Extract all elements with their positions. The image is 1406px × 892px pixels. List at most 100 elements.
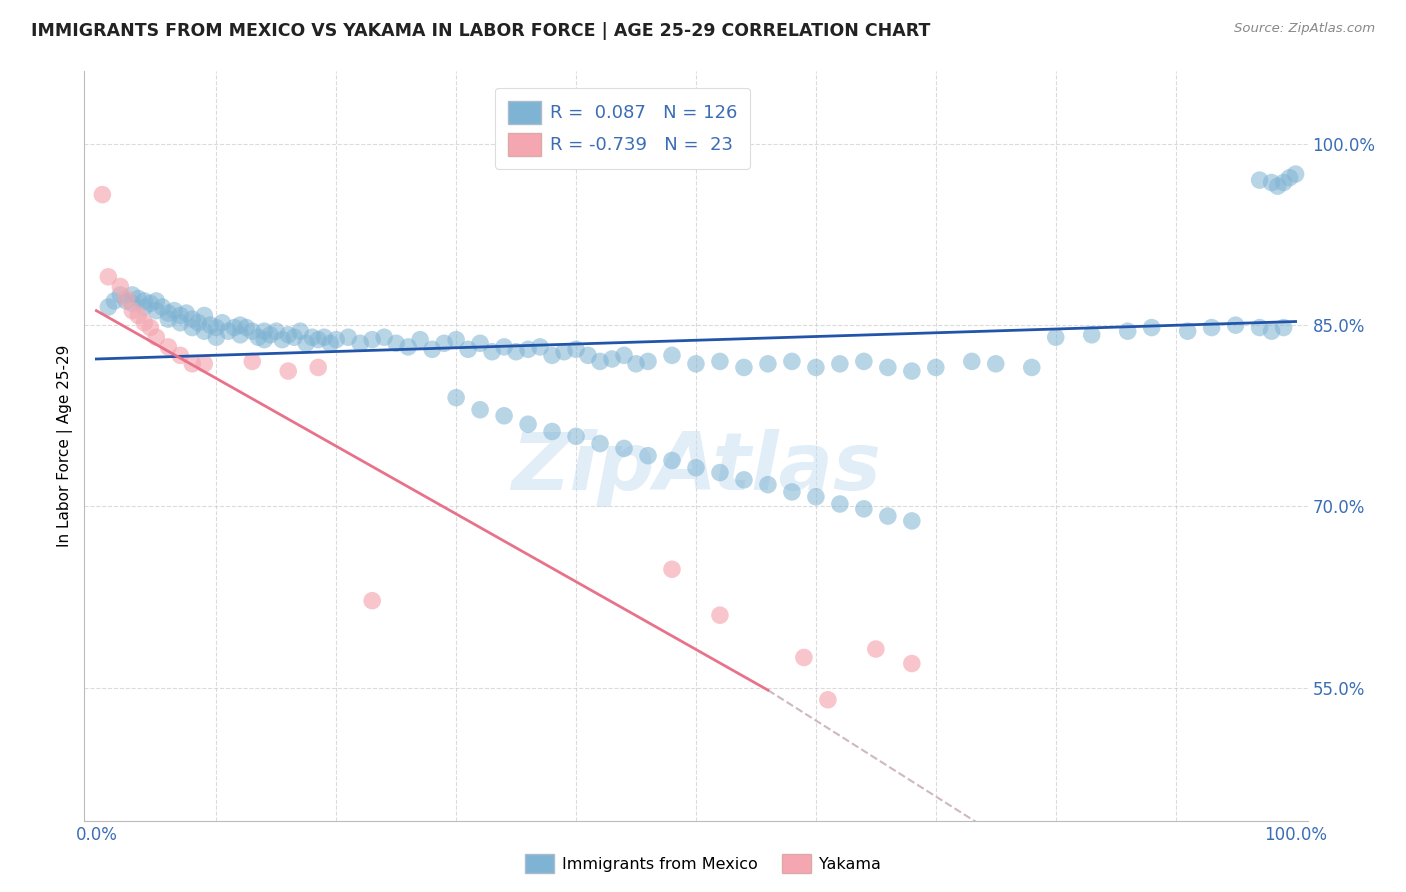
- Point: [121, 303, 143, 318]
- Point: [804, 360, 827, 375]
- Point: [264, 324, 287, 338]
- Point: [295, 336, 318, 351]
- Point: [828, 357, 851, 371]
- Point: [709, 608, 731, 623]
- Point: [181, 357, 204, 371]
- Point: [145, 330, 167, 344]
- Point: [1278, 170, 1301, 185]
- Point: [661, 453, 683, 467]
- Point: [103, 293, 125, 308]
- Point: [385, 336, 408, 351]
- Point: [200, 318, 222, 333]
- Point: [277, 364, 299, 378]
- Point: [444, 333, 467, 347]
- Point: [600, 351, 623, 366]
- Point: [240, 354, 263, 368]
- Point: [181, 320, 204, 334]
- Point: [409, 333, 432, 347]
- Point: [901, 657, 924, 671]
- Point: [1249, 320, 1271, 334]
- Point: [852, 354, 875, 368]
- Point: [271, 333, 294, 347]
- Point: [253, 333, 276, 347]
- Point: [901, 364, 924, 378]
- Point: [157, 340, 180, 354]
- Point: [337, 330, 360, 344]
- Legend: Immigrants from Mexico, Yakama: Immigrants from Mexico, Yakama: [519, 847, 887, 880]
- Point: [468, 336, 491, 351]
- Point: [150, 300, 173, 314]
- Point: [661, 348, 683, 362]
- Point: [709, 354, 731, 368]
- Point: [1260, 324, 1282, 338]
- Point: [1284, 167, 1306, 181]
- Point: [852, 501, 875, 516]
- Point: [193, 309, 215, 323]
- Point: [181, 312, 204, 326]
- Point: [1249, 173, 1271, 187]
- Point: [361, 333, 384, 347]
- Point: [494, 340, 516, 354]
- Point: [613, 348, 636, 362]
- Point: [211, 316, 233, 330]
- Point: [115, 292, 138, 306]
- Point: [589, 436, 612, 450]
- Point: [1080, 327, 1102, 342]
- Point: [187, 316, 209, 330]
- Point: [1272, 176, 1295, 190]
- Point: [804, 490, 827, 504]
- Point: [163, 303, 186, 318]
- Point: [661, 562, 683, 576]
- Point: [134, 293, 156, 308]
- Point: [314, 330, 336, 344]
- Point: [1116, 324, 1139, 338]
- Point: [301, 330, 323, 344]
- Point: [121, 288, 143, 302]
- Point: [307, 333, 329, 347]
- Point: [433, 336, 456, 351]
- Point: [145, 293, 167, 308]
- Point: [901, 514, 924, 528]
- Text: ZipAtlas: ZipAtlas: [510, 429, 882, 508]
- Point: [733, 473, 755, 487]
- Point: [97, 300, 120, 314]
- Point: [1045, 330, 1067, 344]
- Point: [283, 330, 305, 344]
- Point: [229, 327, 252, 342]
- Point: [247, 330, 270, 344]
- Point: [217, 324, 239, 338]
- Point: [709, 466, 731, 480]
- Point: [134, 300, 156, 314]
- Point: [589, 354, 612, 368]
- Point: [733, 360, 755, 375]
- Point: [553, 344, 575, 359]
- Point: [565, 343, 588, 357]
- Point: [373, 330, 395, 344]
- Point: [756, 357, 779, 371]
- Point: [865, 642, 887, 657]
- Point: [127, 309, 149, 323]
- Point: [780, 354, 803, 368]
- Legend: R =  0.087   N = 126, R = -0.739   N =  23: R = 0.087 N = 126, R = -0.739 N = 23: [495, 88, 749, 169]
- Point: [1260, 176, 1282, 190]
- Point: [91, 187, 114, 202]
- Point: [134, 316, 156, 330]
- Point: [110, 279, 132, 293]
- Point: [115, 293, 138, 308]
- Point: [984, 357, 1007, 371]
- Point: [565, 429, 588, 443]
- Point: [349, 336, 371, 351]
- Point: [97, 269, 120, 284]
- Point: [1201, 320, 1223, 334]
- Point: [229, 318, 252, 333]
- Point: [253, 324, 276, 338]
- Point: [157, 312, 180, 326]
- Point: [174, 306, 197, 320]
- Point: [307, 360, 329, 375]
- Point: [494, 409, 516, 423]
- Point: [277, 327, 299, 342]
- Point: [780, 484, 803, 499]
- Point: [756, 477, 779, 491]
- Point: [637, 354, 659, 368]
- Point: [1140, 320, 1163, 334]
